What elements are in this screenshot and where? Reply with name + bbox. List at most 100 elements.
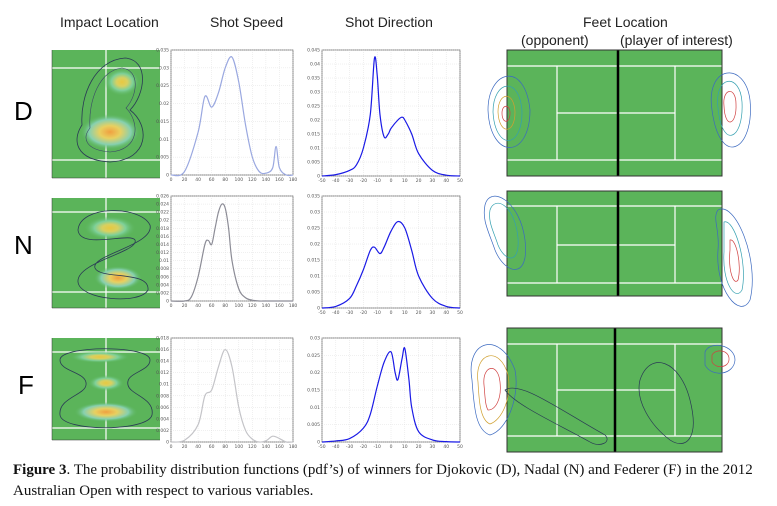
impact-hotspot — [104, 68, 140, 96]
y-tick-label: 0.018 — [156, 226, 169, 232]
impact-hotspot — [74, 402, 138, 422]
y-tick-label: 0.005 — [307, 422, 320, 428]
x-tick-label: 40 — [195, 444, 201, 450]
row-label-n: N — [14, 230, 33, 260]
x-tick-label: -50 — [318, 444, 325, 450]
x-tick-label: 140 — [262, 303, 271, 309]
x-tick-label: 120 — [248, 177, 257, 183]
x-tick-label: -30 — [346, 178, 353, 184]
x-tick-label: 160 — [275, 177, 284, 183]
x-tick-label: 20 — [416, 310, 422, 316]
y-tick-label: 0.02 — [310, 242, 320, 248]
y-tick-label: 0.035 — [307, 76, 320, 82]
x-tick-label: -20 — [360, 178, 367, 184]
x-tick-label: 30 — [430, 310, 436, 316]
y-tick-label: 0.03 — [159, 65, 169, 71]
y-tick-label: 0 — [317, 174, 320, 180]
x-tick-label: -50 — [318, 178, 325, 184]
x-tick-label: 100 — [234, 177, 243, 183]
x-tick-label: 100 — [234, 444, 243, 450]
x-tick-label: 40 — [195, 303, 201, 309]
y-tick-label: 0 — [317, 440, 320, 446]
x-tick-label: 180 — [289, 303, 298, 309]
feet-panel-n — [483, 190, 753, 307]
x-tick-label: -10 — [374, 178, 381, 184]
y-tick-label: 0.01 — [310, 274, 320, 280]
y-tick-label: 0.03 — [310, 210, 320, 216]
y-tick-label: 0.014 — [156, 359, 169, 365]
x-tick-label: 0 — [390, 444, 393, 450]
y-tick-label: 0.02 — [310, 118, 320, 124]
y-tick-label: 0.045 — [307, 48, 320, 54]
x-tick-label: 0 — [170, 177, 173, 183]
x-tick-label: 20 — [182, 444, 188, 450]
x-tick-label: 40 — [195, 177, 201, 183]
y-tick-label: 0.004 — [156, 282, 169, 288]
y-tick-label: 0.015 — [307, 132, 320, 138]
x-tick-label: -50 — [318, 310, 325, 316]
x-tick-label: 80 — [222, 444, 228, 450]
feet-panel-d — [487, 49, 751, 177]
pdf-chart-n-speed: 0 20 40 60 80 100 120 140 160 180 0 0.002 0.004 0.006… — [156, 194, 297, 310]
y-tick-label: 0.012 — [156, 370, 169, 376]
x-tick-label: -20 — [360, 310, 367, 316]
y-tick-label: 0 — [166, 173, 169, 179]
pdf-series-line — [170, 56, 294, 177]
x-tick-label: -20 — [360, 444, 367, 450]
y-tick-label: 0.002 — [156, 428, 169, 434]
column-subtitle-opponent: (opponent) — [521, 32, 589, 48]
x-tick-label: 20 — [182, 303, 188, 309]
x-tick-label: 40 — [443, 444, 449, 450]
y-tick-label: 0.01 — [310, 146, 320, 152]
pdf-chart-n-direction: -50 -40 -30 -20 -10 0 10 20 30 40 50 0 0.005 0.01 0.01… — [307, 194, 463, 317]
y-tick-label: 0.002 — [156, 290, 169, 296]
column-title-impact: Impact Location — [60, 14, 159, 30]
column-title-speed: Shot Speed — [210, 14, 284, 30]
y-tick-label: 0.025 — [307, 226, 320, 232]
impact-hotspot — [70, 351, 130, 363]
row-label-f: F — [18, 370, 34, 400]
x-tick-label: 80 — [222, 177, 228, 183]
y-tick-label: 0.004 — [156, 416, 169, 422]
y-tick-label: 0.01 — [310, 405, 320, 411]
figure-caption: Figure 3. The probability distribution f… — [13, 460, 763, 502]
pdf-chart-d-direction: -50 -40 -30 -20 -10 0 10 20 30 40 50 0 0.005 0.01 0.01… — [307, 48, 463, 185]
x-tick-label: 100 — [234, 303, 243, 309]
impact-hotspot — [84, 216, 136, 240]
y-tick-label: 0.03 — [310, 90, 320, 96]
pdf-chart-d-speed: 0 20 40 60 80 100 120 140 160 180 0 0.005 0.01 0.015 0… — [156, 48, 297, 184]
x-tick-label: -10 — [374, 444, 381, 450]
y-tick-label: 0.015 — [307, 388, 320, 394]
y-tick-label: 0.035 — [307, 194, 320, 200]
column-subtitle-player: (player of interest) — [620, 32, 733, 48]
x-tick-label: 0 — [170, 303, 173, 309]
plot-area — [170, 337, 294, 443]
x-tick-label: 140 — [262, 177, 271, 183]
y-tick-label: 0.008 — [156, 266, 169, 272]
pdf-chart-f-speed: 0 20 40 60 80 100 120 140 160 180 0 0.002 0.004 0.006… — [156, 336, 297, 451]
figure-caption-text: . The probability distribution functions… — [13, 462, 753, 499]
y-tick-label: 0 — [166, 299, 169, 305]
y-tick-label: 0.012 — [156, 250, 169, 256]
feet-panel-f — [470, 327, 736, 453]
x-tick-label: 60 — [209, 303, 215, 309]
y-tick-label: 0.015 — [307, 258, 320, 264]
x-tick-label: -30 — [346, 310, 353, 316]
y-tick-label: 0.015 — [156, 119, 169, 125]
impact-panel-f — [51, 338, 160, 441]
y-tick-label: 0.01 — [159, 137, 169, 143]
x-tick-label: 10 — [402, 178, 408, 184]
x-tick-label: 60 — [209, 444, 215, 450]
impact-hotspot — [94, 266, 142, 290]
x-tick-label: 30 — [430, 178, 436, 184]
x-tick-label: 20 — [416, 178, 422, 184]
impact-panel-n — [51, 198, 160, 309]
y-tick-label: 0.026 — [156, 194, 169, 200]
y-tick-label: 0.018 — [156, 336, 169, 342]
x-tick-label: 20 — [416, 444, 422, 450]
x-tick-label: 160 — [275, 444, 284, 450]
x-tick-label: 50 — [457, 310, 463, 316]
x-tick-label: -10 — [374, 310, 381, 316]
y-tick-label: 0.01 — [159, 382, 169, 388]
pdf-charts: 0 20 40 60 80 100 120 140 160 18000.0050.010.0150… — [156, 48, 463, 451]
